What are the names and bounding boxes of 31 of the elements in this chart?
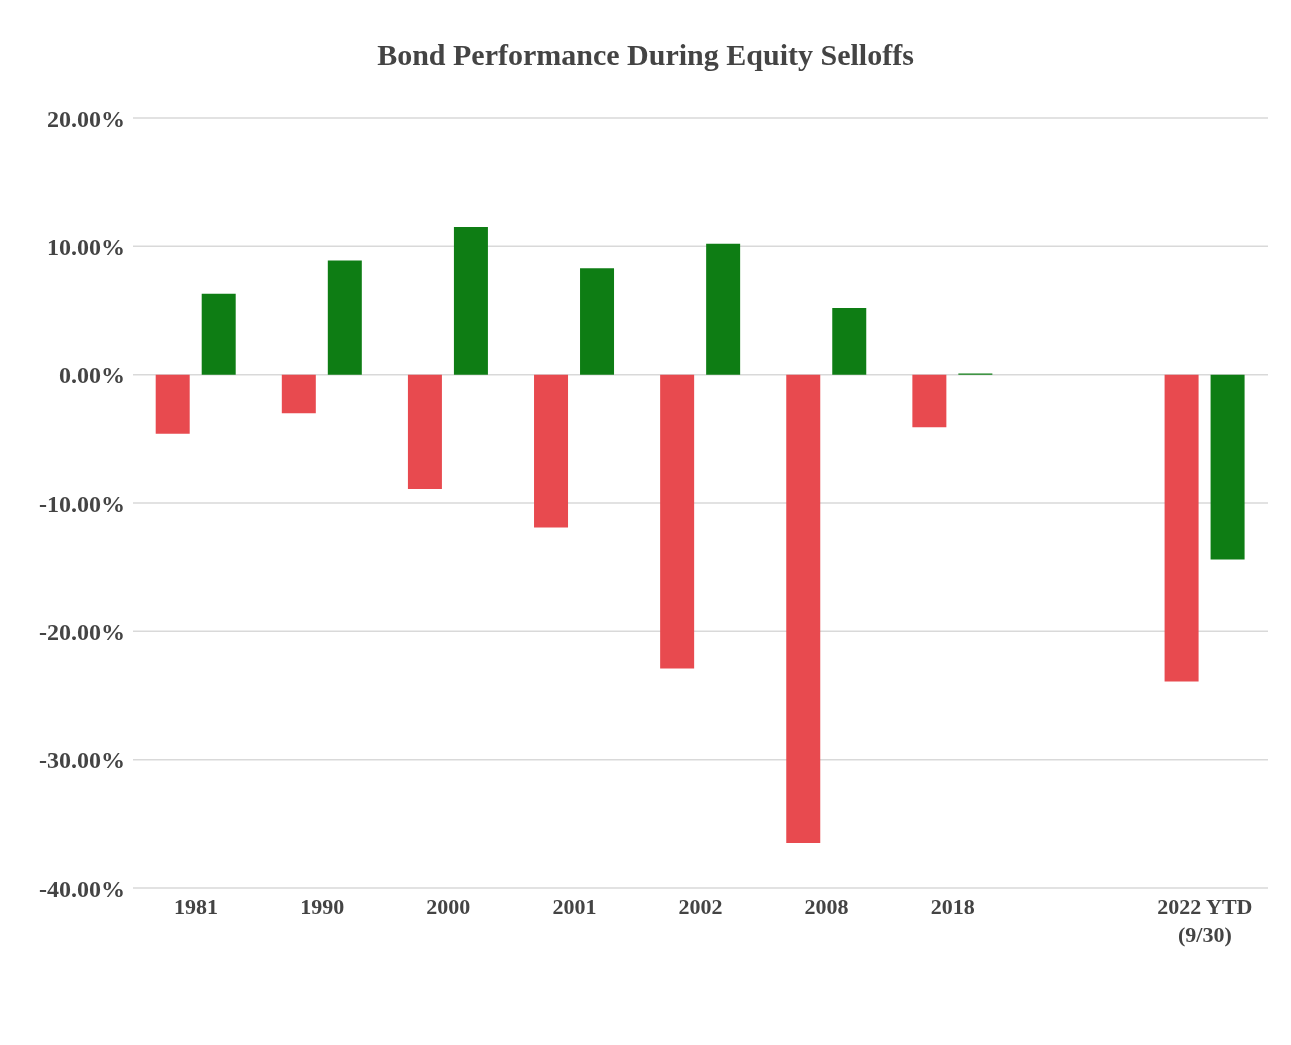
x-tick-label: 2001	[552, 894, 597, 919]
bar	[453, 227, 488, 375]
y-tick-label: 0.00%	[59, 362, 125, 389]
y-tick-label: -20.00%	[39, 618, 125, 645]
bar	[1164, 374, 1199, 682]
bar	[281, 374, 316, 414]
bar	[201, 293, 236, 375]
bar	[912, 374, 947, 428]
y-tick-label: 20.00%	[47, 105, 125, 132]
bar	[580, 268, 615, 375]
bar	[407, 374, 442, 489]
bar	[327, 260, 362, 375]
y-tick-label: -40.00%	[39, 875, 125, 902]
x-tick-label: 2022 YTD (9/30)	[1157, 894, 1253, 947]
bar	[155, 374, 190, 434]
y-tick-label: -10.00%	[39, 490, 125, 517]
x-tick-label: 2008	[804, 894, 849, 919]
bar	[832, 307, 867, 375]
x-tick-label: 2002	[678, 894, 723, 919]
x-tick-label: 2000	[426, 894, 471, 919]
chart-title: Bond Performance During Equity Selloffs	[376, 37, 915, 73]
x-tick-label: 1981	[174, 894, 219, 919]
y-tick-label: 10.00%	[47, 233, 125, 260]
bar	[706, 243, 741, 375]
bar	[786, 374, 821, 844]
y-tick-label: -30.00%	[39, 747, 125, 774]
bar	[660, 374, 695, 669]
x-tick-label: 2018	[930, 894, 975, 919]
x-tick-label: 1990	[300, 894, 345, 919]
bar	[534, 374, 569, 528]
bar	[1210, 374, 1245, 560]
